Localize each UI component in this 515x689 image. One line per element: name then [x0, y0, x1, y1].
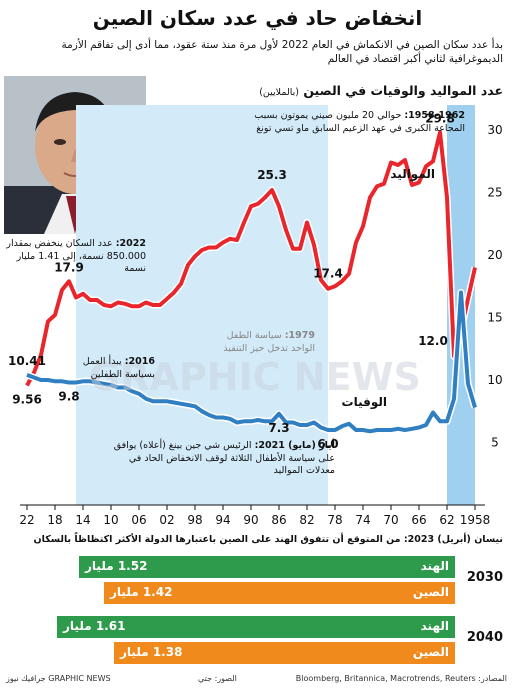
note-xi-2021: أيار (مايو) 2021: الرئيس شي جين بينغ (أع…: [113, 440, 335, 476]
births-series-label: المواليد: [390, 167, 435, 181]
x-tick-label: 90: [243, 513, 258, 527]
note-policy-2016: 2016: يبدأ العمل بسياسة الطفلين: [82, 356, 155, 380]
x-tick-label: 1958: [460, 513, 491, 527]
forecast-bar: الصين 1.38 مليار: [114, 642, 455, 664]
forecast-value: 1.52 مليار: [85, 559, 148, 573]
note-policy-1979: 1979: سياسة الطفل الواحد تدخل حيز التنفي…: [223, 330, 315, 354]
x-tick-label: 70: [383, 513, 398, 527]
forecast-country: الهند: [420, 559, 449, 573]
forecast-bar: الصين 1.42 مليار: [104, 582, 455, 604]
x-tick-label: 82: [299, 513, 314, 527]
forecast-country: الصين: [412, 645, 449, 659]
y-tick-label: 30: [487, 123, 502, 137]
x-tick-label: 66: [411, 513, 426, 527]
x-tick-label: 06: [131, 513, 146, 527]
graphic-news-logo: جرافيك نيوز GRAPHIC NEWS: [6, 674, 111, 683]
y-tick-label: 5: [491, 436, 499, 450]
data-label: 25.3: [257, 168, 287, 182]
x-tick-label: 98: [187, 513, 202, 527]
deaths-series-label: الوفيات: [341, 395, 387, 409]
data-label: 17.4: [313, 267, 343, 281]
x-tick-label: 74: [355, 513, 370, 527]
forecast-bar: الهند 1.52 مليار: [79, 556, 455, 578]
series-line: [25, 130, 477, 387]
y-tick-label: 20: [487, 248, 502, 262]
data-label: 17.9: [54, 260, 84, 274]
chart-title: عدد المواليد والوفيات في الصين (بالملايي…: [259, 83, 503, 98]
x-tick-label: 62: [439, 513, 454, 527]
data-label: 12.0: [418, 334, 448, 348]
x-tick-label: 78: [327, 513, 342, 527]
data-label: 29.8: [425, 112, 455, 126]
page-subtitle: بدأ عدد سكان الصين في الانكماش في العام …: [61, 39, 503, 65]
series-line: [26, 290, 477, 434]
data-label: 9.8: [58, 390, 79, 404]
source-credit: المصادر: Bloomberg, Britannica, Macrotre…: [295, 674, 507, 683]
x-tick-label: 94: [215, 513, 230, 527]
forecast-value: 1.38 مليار: [120, 645, 183, 659]
x-tick-label: 22: [19, 513, 34, 527]
x-tick-label: 10: [103, 513, 118, 527]
note-population-2022: 2022: عدد السكان ينخفض بمقدار 850.000 نس…: [6, 238, 146, 274]
x-tick-label: 02: [159, 513, 174, 527]
x-tick-label: 86: [271, 513, 286, 527]
forecast-value: 1.61 مليار: [63, 619, 126, 633]
data-label: 6.0: [317, 437, 338, 451]
forecast-bar: الهند 1.61 مليار: [57, 616, 455, 638]
forecast-year: 2030: [466, 570, 503, 585]
data-label: 7.3: [268, 421, 289, 435]
data-label: 10.41: [8, 354, 46, 368]
forecast-country: الهند: [420, 619, 449, 633]
forecast-title: نيسان (أبريل) 2023: من المتوقع أن تتفوق …: [33, 534, 503, 545]
photo-credit: الصور: جتي: [198, 674, 237, 683]
forecast-value: 1.42 مليار: [110, 585, 173, 599]
y-tick-label: 10: [487, 373, 502, 387]
data-label: 9.56: [12, 393, 42, 407]
forecast-country: الصين: [412, 585, 449, 599]
y-tick-label: 25: [487, 186, 502, 200]
note-famine: 1958-1962: حوالي 20 مليون صيني يموتون بس…: [254, 110, 465, 134]
x-tick-label: 14: [75, 513, 90, 527]
forecast-year: 2040: [466, 630, 503, 645]
page-title: انخفاض حاد في عدد سكان الصين: [92, 6, 423, 30]
watermark: GRAPHIC NEWS: [89, 355, 421, 399]
x-tick-label: 18: [47, 513, 62, 527]
y-tick-label: 15: [487, 311, 502, 325]
